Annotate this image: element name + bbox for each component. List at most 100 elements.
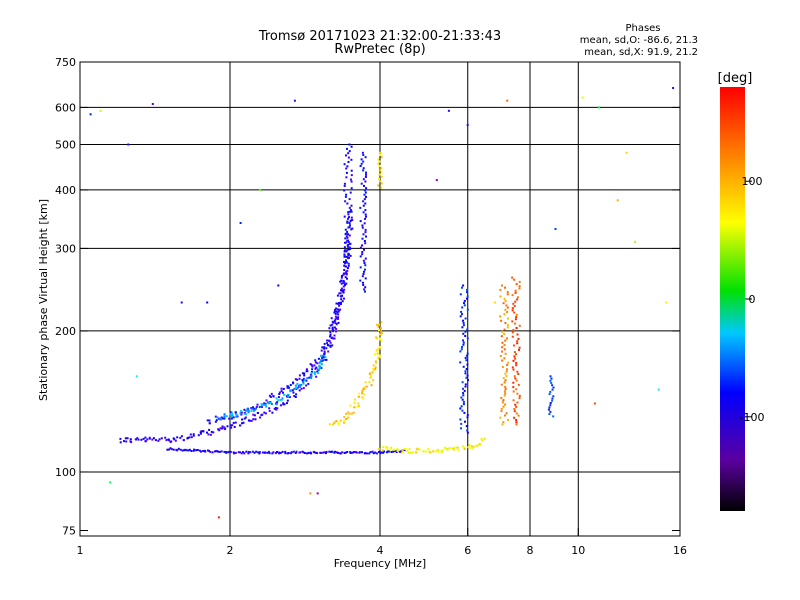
echo-point <box>349 404 352 407</box>
echo-point <box>208 419 211 422</box>
echo-point <box>464 372 467 375</box>
echo-point <box>460 396 463 399</box>
echo-point <box>323 451 326 454</box>
echo-point <box>268 401 271 404</box>
echo-point <box>302 382 305 385</box>
echo-point <box>268 407 271 410</box>
echo-point <box>502 405 505 408</box>
echo-point <box>347 264 350 267</box>
echo-point <box>204 450 207 453</box>
echo-point <box>333 421 336 424</box>
echo-point <box>362 204 365 207</box>
echo-point <box>324 358 327 361</box>
echo-point <box>197 434 200 437</box>
colorbar-tick-label: -100 <box>740 411 765 424</box>
echo-point <box>345 241 348 244</box>
echo-point <box>300 387 303 390</box>
echo-point <box>346 221 349 224</box>
echo-point <box>511 320 514 323</box>
echo-point <box>332 321 335 324</box>
echo-point <box>168 448 171 451</box>
echo-point <box>349 247 352 250</box>
echo-point <box>218 429 221 432</box>
echo-point <box>253 451 256 454</box>
echo-point <box>515 327 518 329</box>
echo-point <box>257 451 260 454</box>
echo-point <box>359 266 362 269</box>
echo-point <box>338 304 341 307</box>
echo-point <box>337 310 340 313</box>
echo-point <box>283 393 286 396</box>
echo-point <box>196 449 199 451</box>
echo-point <box>329 341 332 344</box>
echo-point <box>343 261 345 263</box>
echo-point <box>415 451 418 454</box>
echo-point <box>269 395 272 398</box>
echo-point <box>504 308 507 311</box>
echo-point <box>208 449 210 452</box>
echo-point <box>363 184 365 187</box>
echo-point <box>461 409 464 412</box>
echo-point <box>247 452 250 455</box>
echo-point <box>276 401 279 404</box>
echo-point <box>240 411 243 414</box>
echo-point <box>465 354 468 357</box>
echo-point <box>504 385 507 388</box>
echo-point <box>342 291 345 294</box>
echo-point <box>144 440 147 443</box>
echo-point <box>512 329 515 332</box>
echo-point <box>224 428 227 431</box>
echo-point <box>334 450 336 453</box>
echo-point <box>464 335 467 337</box>
echo-point <box>515 419 518 421</box>
echo-point <box>354 398 356 401</box>
echo-point <box>403 447 406 450</box>
echo-point <box>374 366 377 369</box>
echo-point <box>333 311 336 314</box>
echo-point <box>358 392 361 395</box>
echo-point <box>264 451 267 454</box>
echo-point <box>109 481 112 484</box>
echo-point <box>380 451 383 454</box>
echo-point <box>401 451 404 454</box>
echo-point <box>220 450 223 453</box>
echo-point <box>347 226 350 229</box>
echo-point <box>245 413 248 415</box>
echo-point <box>129 438 132 441</box>
echo-point <box>271 411 274 414</box>
echo-point <box>274 406 277 409</box>
echo-point <box>551 388 554 391</box>
echo-point <box>223 415 226 418</box>
echo-point <box>331 323 334 326</box>
echo-point <box>229 450 232 453</box>
echo-point <box>167 438 170 441</box>
echo-point <box>214 415 217 418</box>
echo-point <box>347 233 350 236</box>
echo-point <box>249 451 252 454</box>
echo-point <box>371 367 374 370</box>
echo-point <box>350 174 353 177</box>
echo-point <box>252 410 255 413</box>
echo-point <box>548 406 551 409</box>
echo-point <box>301 372 304 375</box>
echo-point <box>466 429 469 432</box>
echo-point <box>227 451 230 454</box>
echo-point <box>346 165 349 168</box>
echo-point <box>286 394 289 397</box>
echo-point <box>435 179 438 181</box>
echo-point <box>343 419 346 422</box>
echo-point <box>181 449 184 452</box>
echo-point <box>503 348 506 351</box>
echo-point <box>323 347 326 350</box>
echo-point <box>211 451 214 454</box>
echo-point <box>504 339 507 342</box>
echo-point <box>344 265 347 268</box>
echo-point <box>291 389 294 392</box>
echo-point <box>314 361 317 364</box>
echo-point <box>335 307 338 310</box>
echo-point <box>338 309 341 312</box>
echo-point <box>336 294 339 297</box>
echo-point <box>270 403 273 405</box>
echo-point <box>294 384 297 387</box>
echo-point <box>518 346 521 349</box>
